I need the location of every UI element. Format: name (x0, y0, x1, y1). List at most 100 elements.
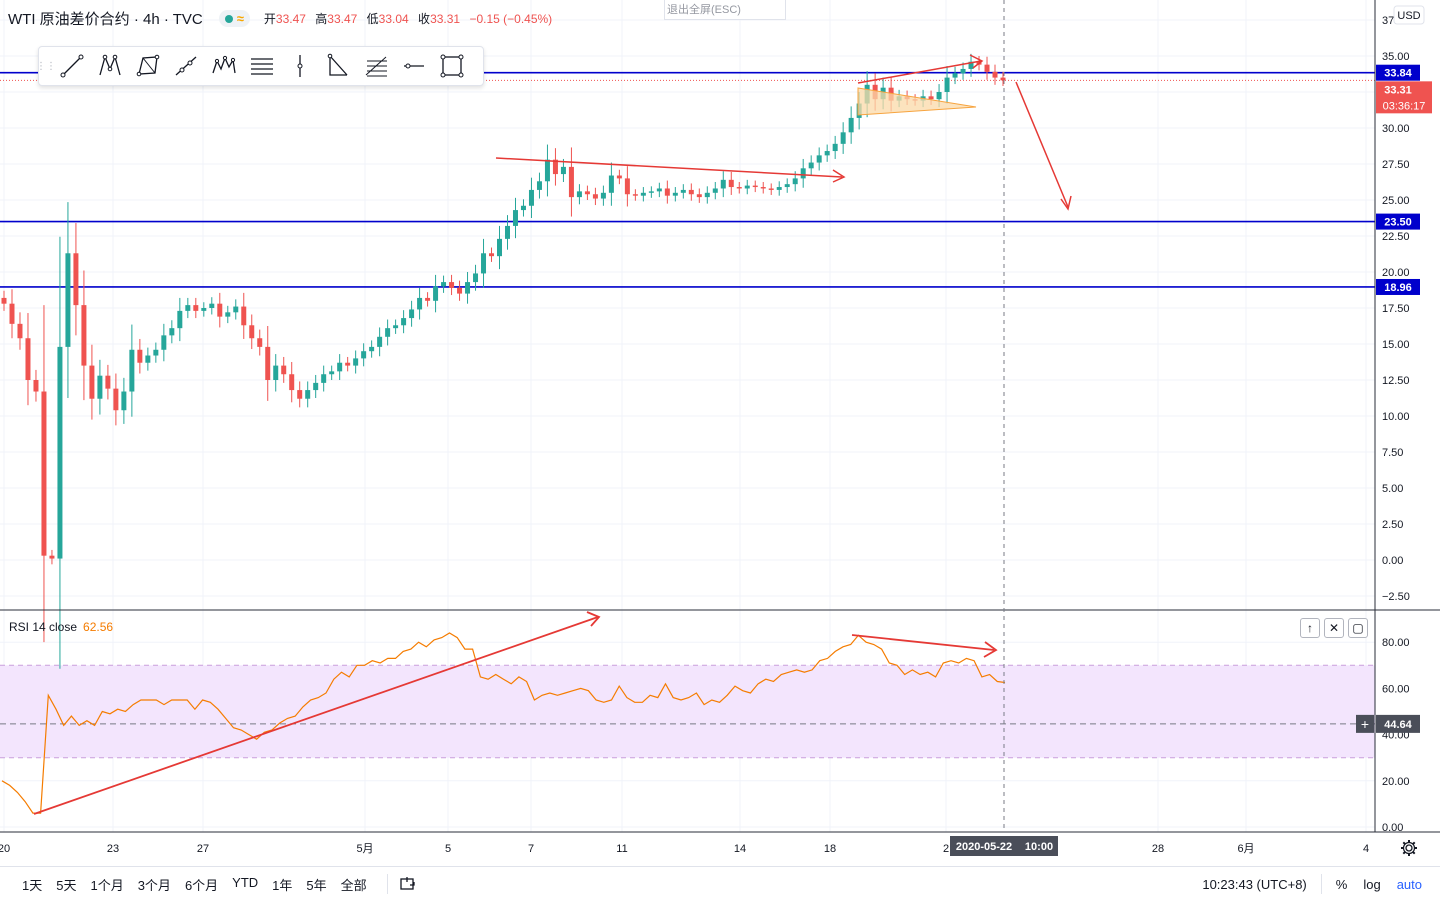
candle (840, 122, 846, 154)
currency-badge[interactable] (1393, 5, 1425, 25)
candle (401, 310, 407, 334)
price-tick-label: 12.50 (1382, 375, 1410, 387)
rectangle-tool[interactable] (433, 47, 471, 85)
price-chart[interactable]: 37.5035.0032.5030.0027.5025.0022.5020.00… (0, 0, 1440, 866)
time-tick-label: 5 (445, 843, 451, 855)
candle (129, 324, 135, 417)
cross-line-tool[interactable] (167, 47, 205, 85)
candle (41, 305, 47, 643)
candle (744, 179, 750, 195)
maximize-pane-icon[interactable]: ▢ (1348, 618, 1368, 638)
rsi-series (1, 632, 1006, 814)
candle (433, 274, 439, 313)
rsi-legend[interactable]: RSI 14 close 62.56 (9, 620, 113, 634)
drag-handle-icon[interactable]: ⋮⋮ (36, 60, 56, 72)
candle (752, 180, 758, 193)
market-status-badge[interactable]: ≈ (218, 10, 250, 27)
countdown-text: 03:36:17 (1383, 100, 1426, 112)
low-label: 低 (366, 12, 379, 26)
candle (137, 338, 143, 374)
candle (449, 274, 455, 296)
fib-levels-tool[interactable] (357, 47, 395, 85)
price-tick-label: 25.00 (1382, 195, 1410, 207)
market-open-icon (224, 14, 233, 23)
price-tick-label: 0.00 (1382, 555, 1403, 567)
trend-line-tool[interactable] (53, 47, 91, 85)
clock[interactable]: 10:23:43 (UTC+8) (1202, 876, 1307, 892)
candle (177, 297, 183, 342)
high-value: 33.47 (327, 12, 358, 26)
rectangle-icon (440, 54, 464, 78)
pattern-tool[interactable] (91, 47, 129, 85)
timeframe-8[interactable]: 全部 (340, 877, 367, 893)
close-pane-icon[interactable]: ✕ (1324, 618, 1344, 638)
timeframe-3[interactable]: 3个月 (137, 877, 171, 893)
candle (265, 326, 271, 401)
auto-toggle[interactable]: auto (1396, 876, 1422, 892)
timeframe-1[interactable]: 5天 (56, 877, 77, 893)
arrow-line[interactable] (851, 634, 995, 651)
candle (121, 377, 127, 424)
candle (648, 186, 654, 198)
timeframe-4[interactable]: 6个月 (184, 877, 219, 893)
timeframe-0[interactable]: 1天 (22, 877, 43, 893)
candle (576, 184, 582, 205)
price-tick-label: 7.50 (1382, 447, 1403, 459)
symbol-title[interactable]: WTI 原油差价合约 · 4h · TVC (8, 11, 203, 28)
rsi-value: 62.56 (83, 620, 114, 634)
candle (145, 347, 151, 371)
add-level-button[interactable] (1356, 714, 1374, 733)
candle (616, 169, 622, 185)
arrow-head (969, 54, 984, 69)
timeframe-6[interactable]: 1年 (272, 877, 293, 893)
candle (17, 312, 23, 350)
candle (169, 320, 175, 344)
timeframe-5[interactable]: YTD (232, 874, 259, 890)
candle (489, 247, 495, 262)
percent-toggle[interactable]: % (1335, 876, 1348, 892)
candle (544, 144, 550, 197)
arrow-line[interactable] (1015, 81, 1069, 208)
candle (57, 236, 63, 669)
arrow-line[interactable] (857, 60, 982, 84)
candle (369, 340, 375, 358)
candle (353, 350, 359, 374)
candle (289, 362, 295, 403)
axes[interactable]: 37.5035.0032.5030.0027.5025.0022.5020.00… (0, 0, 1440, 856)
triangle-pattern-tool[interactable] (129, 47, 167, 85)
log-toggle[interactable]: log (1363, 876, 1381, 892)
projection-tool[interactable] (319, 47, 357, 85)
price-tick-label: 15.00 (1382, 339, 1410, 351)
timeframe-selector: 1天 5天 1个月 3个月 6个月 YTD 1年 5年 全部 (16, 875, 373, 894)
candle (473, 264, 479, 291)
price-levels (0, 71, 1375, 288)
level-price-text: 23.50 (1384, 217, 1412, 229)
projection-icon (327, 53, 348, 76)
timeframe-2[interactable]: 1个月 (90, 877, 124, 893)
arrow-line[interactable] (33, 616, 599, 815)
divider (1320, 874, 1322, 894)
compare-range-icon[interactable] (398, 874, 418, 894)
elliott-wave-tool[interactable] (205, 47, 243, 85)
candle (768, 183, 774, 195)
arrow-line[interactable] (495, 157, 843, 178)
timeframe-7[interactable]: 5年 (306, 877, 327, 893)
move-up-icon[interactable]: ↑ (1300, 618, 1320, 638)
exit-fullscreen-button[interactable]: 退出全屏(ESC) (664, 0, 786, 20)
horizontal-lines-tool[interactable] (243, 47, 281, 85)
level-price-tag (1376, 64, 1420, 81)
horizontal-ray-tool[interactable] (395, 47, 433, 85)
trend-line-icon (60, 54, 84, 78)
vertical-line-tool[interactable] (281, 47, 319, 85)
arrow-head (586, 611, 601, 627)
candle (329, 365, 335, 380)
candle (233, 299, 239, 320)
candle (784, 178, 790, 193)
rsi-tick-label: 20.00 (1382, 776, 1410, 788)
gear-icon[interactable] (1399, 838, 1419, 858)
candle (273, 354, 279, 392)
candle (361, 343, 367, 367)
user-drawings[interactable] (33, 54, 1072, 815)
triangle-pattern[interactable] (857, 87, 977, 116)
candle (97, 359, 103, 415)
